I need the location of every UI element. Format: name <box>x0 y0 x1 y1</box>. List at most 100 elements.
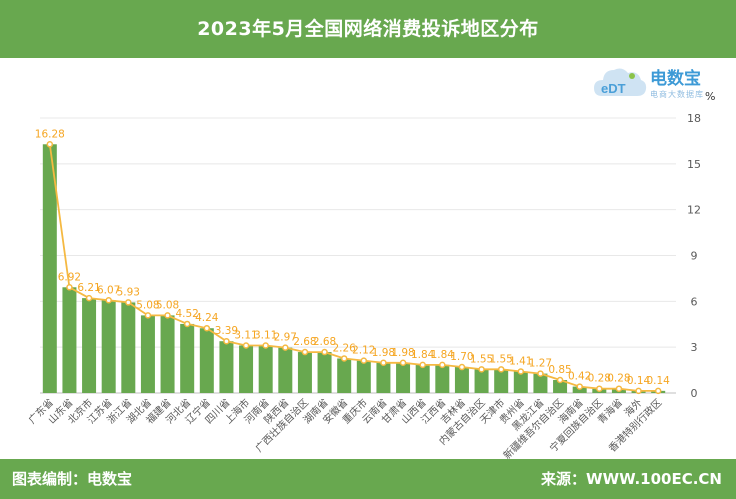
line-point <box>321 348 328 356</box>
line-point <box>85 294 93 302</box>
y-tick-label: 15 <box>687 158 701 171</box>
bar <box>297 352 312 393</box>
line-point <box>203 324 211 332</box>
bar <box>160 315 175 393</box>
data-label: 0.14 <box>627 375 651 387</box>
bar <box>553 380 568 393</box>
chart-header: 2023年5月全国网络消费投诉地区分布 <box>0 0 736 58</box>
data-label: 0.85 <box>548 364 571 376</box>
trend-points <box>46 141 662 395</box>
line-point <box>576 383 583 390</box>
data-label: 2.12 <box>352 345 375 357</box>
logo-name: 电数宝 <box>650 69 701 89</box>
bar <box>258 345 273 393</box>
data-label: 0.14 <box>646 375 670 387</box>
bars <box>42 144 666 393</box>
line-point <box>596 385 603 392</box>
line-point <box>105 297 112 304</box>
y-tick-label: 0 <box>691 387 698 400</box>
data-label: 5.08 <box>156 299 179 311</box>
data-label: 5.08 <box>136 299 159 311</box>
data-label: 0.28 <box>588 373 611 385</box>
data-label: 6.92 <box>58 271 81 283</box>
y-axis-unit: % <box>705 90 716 103</box>
bar <box>219 341 234 393</box>
data-label: 1.27 <box>529 358 552 370</box>
data-label: 4.52 <box>175 308 198 320</box>
value-labels: 16.286.926.216.075.935.085.084.524.243.3… <box>35 128 670 387</box>
line-point <box>517 368 525 375</box>
bar <box>62 287 77 393</box>
data-label: 1.98 <box>391 347 414 359</box>
line-point <box>635 387 642 395</box>
bar <box>42 144 57 393</box>
line-point <box>183 320 191 328</box>
line-point <box>46 141 54 148</box>
line-point <box>262 342 269 349</box>
bar <box>454 367 469 393</box>
bar <box>337 358 352 393</box>
bar <box>180 323 195 393</box>
line-point <box>66 284 73 291</box>
x-axis-ticks: 广东省山东省北京市江苏省浙江省湖北省福建省河北省辽宁省四川省上海市河南省陕西省广… <box>26 396 665 462</box>
bar <box>278 347 293 393</box>
line-point <box>223 337 230 345</box>
line-point <box>360 357 368 364</box>
data-label: 1.84 <box>411 349 435 361</box>
data-label: 6.21 <box>77 282 100 294</box>
y-tick-label: 12 <box>687 204 701 217</box>
line-point <box>537 370 544 377</box>
bar <box>415 364 430 393</box>
y-tick-label: 18 <box>687 112 701 125</box>
data-label: 3.39 <box>215 325 238 337</box>
data-label: 2.68 <box>313 336 336 348</box>
data-label: 1.41 <box>509 355 532 367</box>
bar <box>317 352 332 393</box>
data-label: 2.97 <box>274 332 297 344</box>
data-label: 2.26 <box>332 342 356 354</box>
data-label: 0.28 <box>607 373 630 385</box>
line-point <box>399 359 407 366</box>
data-label: 1.55 <box>470 353 493 365</box>
bar <box>396 362 411 393</box>
data-label: 1.98 <box>372 347 395 359</box>
data-label: 5.93 <box>117 286 140 298</box>
data-label: 16.28 <box>35 128 65 140</box>
line-point <box>497 366 505 373</box>
line-point <box>125 299 132 306</box>
y-tick-label: 6 <box>691 295 698 308</box>
line-point <box>242 342 250 349</box>
y-axis-ticks: 0 3 6 9 12 15 18 <box>687 112 701 400</box>
bar <box>82 298 97 393</box>
svg-text:eDT: eDT <box>601 81 626 96</box>
bar <box>239 345 254 393</box>
bar <box>356 360 371 393</box>
footer-source: 来源：WWW.100EC.CN <box>541 470 722 488</box>
bar <box>513 371 528 393</box>
line-point <box>615 385 623 392</box>
bar <box>533 373 548 393</box>
y-tick-label: 9 <box>691 250 698 263</box>
cloud-icon: eDT <box>594 68 647 96</box>
footer-credit: 图表编制：电数宝 <box>12 470 133 488</box>
bar <box>140 315 155 393</box>
data-label: 1.70 <box>450 351 473 363</box>
bar <box>474 369 489 393</box>
line-point <box>419 361 426 369</box>
brand-logo: eDT 电数宝 电商大数据库 <box>592 60 732 104</box>
bar <box>435 364 450 393</box>
logo-slogan: 电商大数据库 <box>650 90 704 99</box>
line-point <box>478 366 485 373</box>
chart-title: 2023年5月全国网络消费投诉地区分布 <box>197 18 539 40</box>
bar <box>121 302 136 393</box>
bar <box>494 369 509 393</box>
data-label: 1.84 <box>431 349 455 361</box>
bar <box>376 362 391 393</box>
line-point <box>282 344 289 351</box>
line-point <box>380 359 387 366</box>
line-point <box>340 355 348 362</box>
y-tick-label: 3 <box>691 341 698 354</box>
line-point <box>439 361 446 369</box>
line-point <box>164 312 171 319</box>
